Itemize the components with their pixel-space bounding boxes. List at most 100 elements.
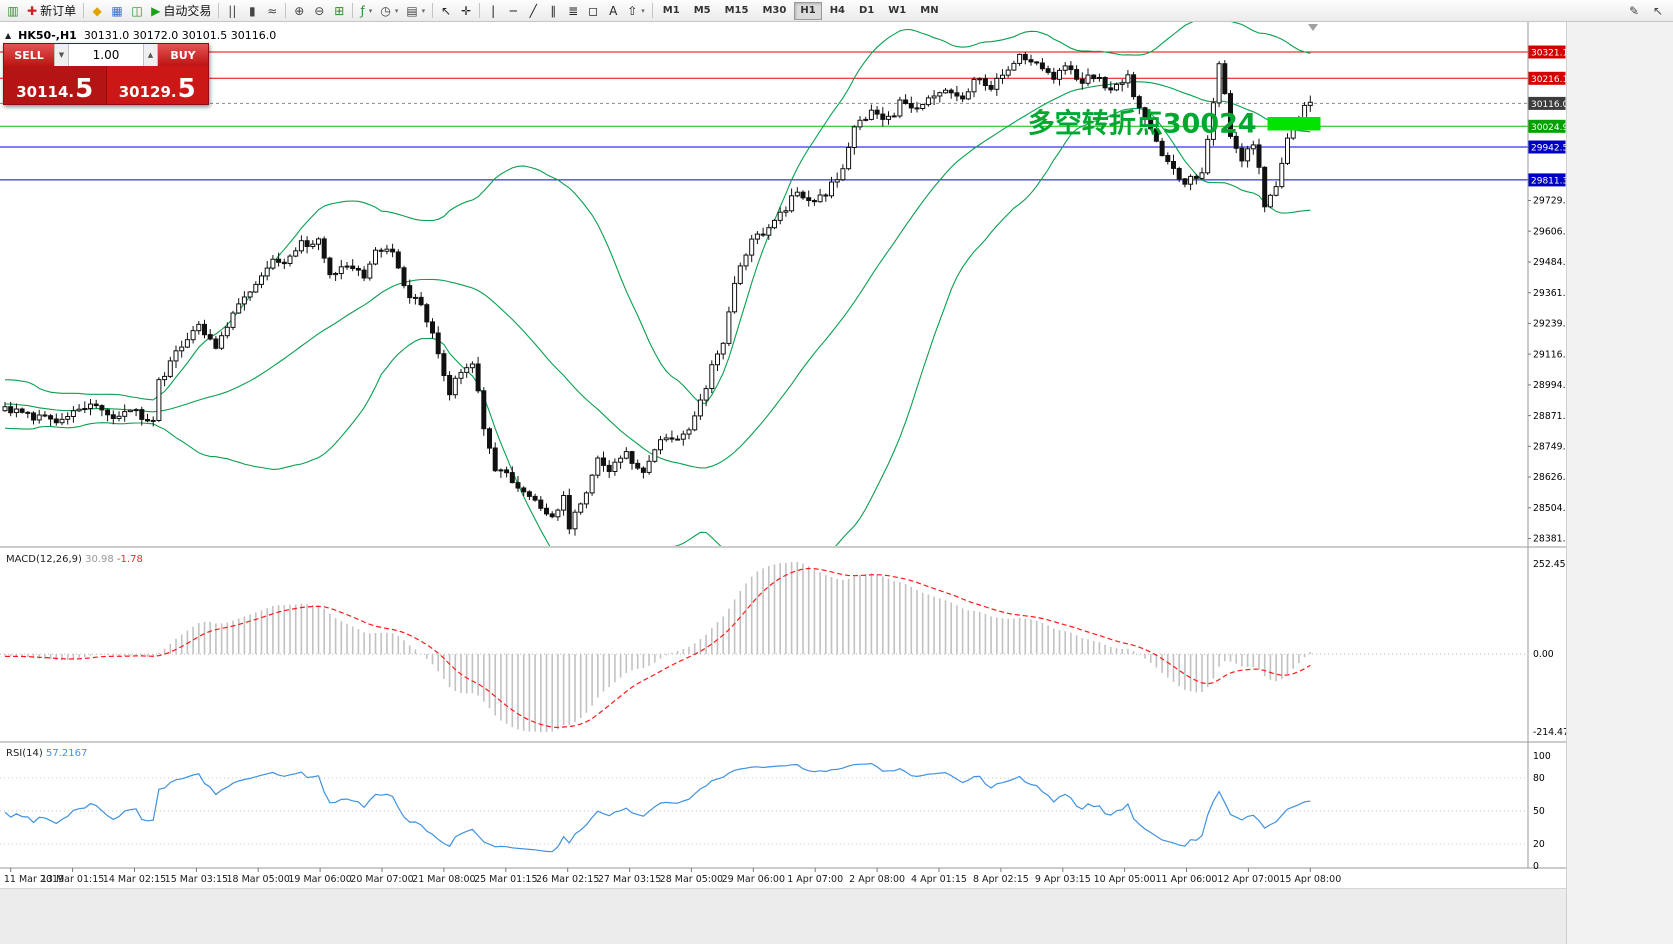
rsi-axis-label: 50 bbox=[1533, 806, 1545, 817]
annotation-text[interactable]: 多空转折点30024 bbox=[1028, 108, 1257, 140]
data-window-icon[interactable]: ◫ bbox=[127, 1, 147, 21]
fibonacci-icon[interactable]: ≣ bbox=[563, 1, 583, 21]
sell-price[interactable]: 30114. 5 bbox=[4, 66, 106, 104]
vertical-line-icon[interactable]: | bbox=[483, 1, 503, 21]
right-empty-area bbox=[1566, 22, 1673, 944]
price-tick-label: 29239.0 bbox=[1533, 319, 1566, 330]
time-axis-label: 9 Apr 03:15 bbox=[1035, 874, 1091, 885]
trendline-icon: ╱ bbox=[529, 3, 537, 18]
time-axis-label: 14 Mar 02:15 bbox=[103, 874, 166, 885]
time-axis-label: 11 Mar 2019 bbox=[4, 874, 64, 885]
line-chart-icon[interactable]: ≈ bbox=[262, 1, 282, 21]
buy-price-main: 30129. bbox=[118, 83, 177, 101]
timeframe-d1[interactable]: D1 bbox=[859, 5, 875, 16]
volume-decrease-button[interactable]: ▼ bbox=[54, 44, 69, 66]
new-chart-icon: ▥ bbox=[7, 3, 19, 18]
price-tick-label: 28749.0 bbox=[1533, 442, 1566, 453]
timeframe-h4[interactable]: H4 bbox=[829, 5, 846, 16]
one-click-toggle-icon[interactable]: ▲ bbox=[5, 31, 12, 40]
toolbar-separator bbox=[285, 3, 287, 18]
horizontal-level-lines[interactable] bbox=[0, 51, 1528, 181]
price-badge-label: 30116.0 bbox=[1531, 100, 1566, 110]
market-watch-icon[interactable]: ▦ bbox=[107, 1, 127, 21]
sell-price-main: 30114. bbox=[16, 83, 75, 101]
arrows-icon-dropdown[interactable]: ▾ bbox=[641, 6, 645, 15]
time-axis-label: 4 Apr 01:15 bbox=[911, 874, 967, 885]
compass-icon[interactable]: ◆ bbox=[87, 1, 107, 21]
timeframe-m15[interactable]: M15 bbox=[724, 5, 749, 16]
templates-icon-dropdown[interactable]: ▾ bbox=[421, 6, 426, 15]
price-tick-label: 29361.5 bbox=[1533, 288, 1566, 299]
rsi-axis-label: 80 bbox=[1533, 773, 1545, 784]
one-click-trading-panel: SELL ▼ ▲ BUY 30114. 5 30129. 5 bbox=[3, 43, 209, 105]
periods-icon[interactable]: ◷ ▾ bbox=[376, 1, 402, 21]
timeframe-m5[interactable]: M5 bbox=[693, 5, 711, 16]
horizontal-line-icon[interactable]: ─ bbox=[503, 1, 523, 21]
one-click-controls: SELL ▼ ▲ BUY bbox=[4, 44, 208, 66]
chart-background bbox=[0, 22, 1566, 888]
time-axis-label: 20 Mar 07:00 bbox=[350, 874, 413, 885]
zoom-in-icon[interactable]: ⊕ bbox=[289, 1, 309, 21]
cursor-icon[interactable]: ↖ bbox=[436, 1, 456, 21]
zoom-out-icon[interactable]: ⊖ bbox=[309, 1, 329, 21]
time-axis-label: 27 Mar 03:15 bbox=[598, 874, 661, 885]
chart-shift-marker[interactable] bbox=[1308, 24, 1318, 31]
candlestick-chart-icon: ▮ bbox=[249, 3, 256, 18]
indicators-icon[interactable]: ƒ ▾ bbox=[356, 1, 376, 21]
rsi-axis-label: 0 bbox=[1533, 861, 1539, 872]
templates-icon[interactable]: ▤ ▾ bbox=[402, 1, 429, 21]
timeframe-m30[interactable]: M30 bbox=[762, 5, 787, 16]
timeframe-m1[interactable]: M1 bbox=[662, 5, 680, 16]
annotation-highlight-box[interactable] bbox=[1267, 117, 1321, 131]
timeframe-mn[interactable]: MN bbox=[920, 5, 939, 16]
toolbar-separator bbox=[83, 3, 85, 18]
workspace: 多空转折点3002429729.029606.529484.029361.529… bbox=[0, 22, 1673, 944]
time-axis-label: 15 Apr 08:00 bbox=[1279, 874, 1341, 885]
rsi-axis-label: 20 bbox=[1533, 839, 1545, 850]
chart-area[interactable]: 多空转折点3002429729.029606.529484.029361.529… bbox=[0, 22, 1566, 888]
sell-button[interactable]: SELL bbox=[4, 44, 54, 66]
buy-button[interactable]: BUY bbox=[158, 44, 208, 66]
time-axis-label: 8 Apr 02:15 bbox=[973, 874, 1029, 885]
auto-trading-button[interactable]: ▶ 自动交易 bbox=[147, 1, 215, 21]
price-badge-label: 30024.9 bbox=[1531, 123, 1566, 133]
indicators-icon-dropdown[interactable]: ▾ bbox=[368, 6, 373, 15]
bar-chart-icon[interactable]: || bbox=[222, 1, 242, 21]
volume-increase-button[interactable]: ▲ bbox=[143, 44, 158, 66]
periods-icon: ◷ bbox=[380, 3, 391, 18]
new-order-button[interactable]: ✚ 新订单 bbox=[23, 1, 80, 21]
timeframe-w1[interactable]: W1 bbox=[888, 5, 907, 16]
crosshair-icon[interactable]: ✛ bbox=[456, 1, 476, 21]
rsi-label: RSI(14) 57.2167 bbox=[6, 748, 87, 759]
candlestick-chart-icon[interactable]: ▮ bbox=[242, 1, 262, 21]
channel-icon[interactable]: ∥ bbox=[543, 1, 563, 21]
rsi-axis-label: 100 bbox=[1533, 751, 1551, 762]
cursor-icon: ↖ bbox=[441, 3, 452, 18]
new-chart-icon[interactable]: ▥ bbox=[3, 1, 23, 21]
price-badge-label: 30321.1 bbox=[1531, 49, 1566, 59]
pointer-icon[interactable]: ↖ bbox=[1648, 1, 1668, 21]
pencil-icon[interactable]: ✎ bbox=[1624, 1, 1644, 21]
text-icon[interactable]: A bbox=[603, 1, 623, 21]
macd-axis-zero: 0.00 bbox=[1533, 649, 1554, 660]
time-axis-label: 18 Mar 05:00 bbox=[226, 874, 289, 885]
horizontal-line-icon: ─ bbox=[509, 3, 517, 18]
time-axis-label: 19 Mar 06:00 bbox=[288, 874, 351, 885]
templates-icon: ▤ bbox=[406, 3, 418, 18]
timeframe-h1[interactable]: H1 bbox=[794, 1, 822, 20]
macd-axis-min: -214.47 bbox=[1533, 727, 1566, 738]
trendline-icon[interactable]: ╱ bbox=[523, 1, 543, 21]
price-badge bbox=[1528, 173, 1566, 187]
tile-windows-icon: ⊞ bbox=[334, 3, 345, 18]
indicators-icon: ƒ bbox=[360, 3, 365, 18]
tile-windows-icon[interactable]: ⊞ bbox=[329, 1, 349, 21]
arrows-icon[interactable]: ⇧ ▾ bbox=[623, 1, 649, 21]
price-tick-label: 28381.5 bbox=[1533, 534, 1566, 545]
shapes-icon[interactable]: ◻ bbox=[583, 1, 603, 21]
volume-input[interactable] bbox=[69, 44, 143, 66]
auto-trading-button-label: 自动交易 bbox=[163, 4, 212, 18]
time-axis-label: 13 Mar 01:15 bbox=[41, 874, 104, 885]
candles bbox=[2, 52, 1313, 536]
periods-icon-dropdown[interactable]: ▾ bbox=[394, 6, 399, 15]
buy-price[interactable]: 30129. 5 bbox=[105, 66, 208, 104]
